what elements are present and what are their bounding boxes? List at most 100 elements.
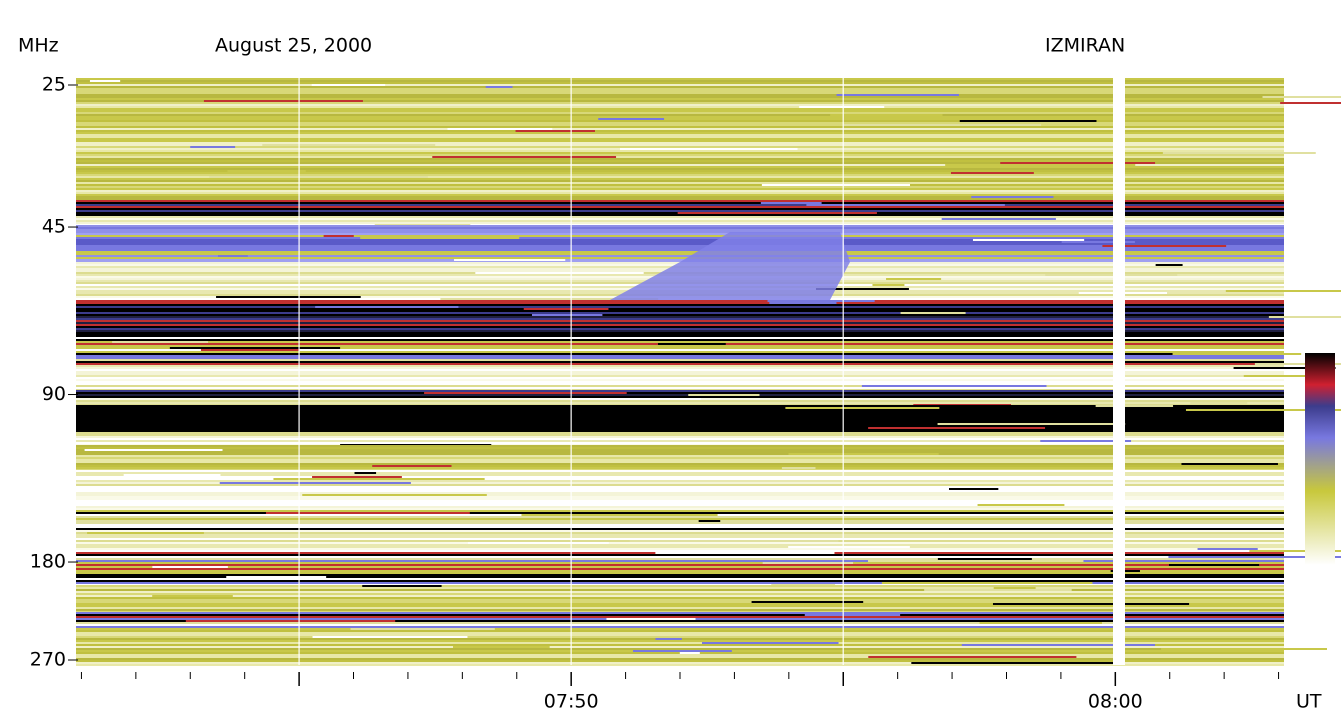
spectrum-noise <box>362 585 442 587</box>
spectrum-band <box>76 644 1284 646</box>
spectrum-noise <box>360 237 520 239</box>
spectrum-noise <box>424 392 627 394</box>
spectrum-band <box>76 210 1284 212</box>
spectrum-band <box>76 102 1284 104</box>
spectrum-band <box>76 400 1284 402</box>
spectrum-band <box>76 595 1284 597</box>
spectrum-noise <box>785 407 940 409</box>
spectrum-noise <box>937 558 1032 560</box>
spectrum-band <box>76 405 1284 407</box>
spectrum-band <box>76 385 1284 387</box>
spectrum-band <box>76 306 1284 308</box>
spectrum-noise <box>959 120 1097 122</box>
spectrum-noise <box>1280 102 1341 104</box>
spectrum-band <box>76 158 1284 160</box>
colorbar <box>1305 353 1335 565</box>
spectrum-band <box>76 654 1284 656</box>
spectrum-band <box>76 126 1284 128</box>
spectrum-noise <box>1168 556 1341 558</box>
spectrum-noise <box>454 259 566 261</box>
x-axis-label: UT <box>1296 691 1322 713</box>
spectrum-noise <box>87 532 204 534</box>
spectrum-noise <box>219 482 411 484</box>
spectrum-noise <box>372 465 452 467</box>
spectrum-band <box>76 138 1284 140</box>
spectrum-band <box>76 316 1284 318</box>
spectrum-band <box>76 413 1284 415</box>
spectrum-band <box>76 194 1284 196</box>
spectrum-band <box>76 257 1284 259</box>
spectrum-band <box>76 198 1284 200</box>
spectrum-band <box>76 546 1284 548</box>
spectrum-band <box>76 640 1284 642</box>
spectrum-noise <box>467 542 609 544</box>
spectrum-band <box>76 480 1284 482</box>
spectrum-noise <box>947 132 978 134</box>
spectrum-noise <box>515 130 595 132</box>
spectrum-band <box>76 472 1284 474</box>
spectrum-band <box>76 318 1284 320</box>
spectrum-band <box>76 355 1284 357</box>
spectrum-noise <box>867 560 1084 562</box>
spectrum-band <box>76 130 1284 132</box>
spectrum-band <box>76 337 1284 339</box>
spectrum-noise <box>227 170 306 172</box>
spectrum-noise <box>1181 463 1278 465</box>
spectrum-band <box>76 461 1284 463</box>
spectrum-noise <box>357 528 472 530</box>
spectrum-noise <box>315 306 459 308</box>
spectrum-band <box>76 88 1284 90</box>
spectrum-band <box>76 90 1284 92</box>
spectrum-band <box>76 154 1284 156</box>
spectrum-band <box>76 206 1284 208</box>
spectrum-band <box>76 423 1284 425</box>
spectrum-band <box>76 166 1284 168</box>
spectrum-band <box>76 373 1284 375</box>
spectrum-band <box>76 132 1284 134</box>
spectrum-noise <box>788 453 939 455</box>
spectrum-band <box>76 512 1284 514</box>
spectrum-noise <box>169 347 341 349</box>
spectrum-band <box>76 570 1284 572</box>
spectrum-noise <box>762 562 854 564</box>
spectrum-band <box>76 84 1284 86</box>
chart-title: August 25, 2000 <box>215 35 372 57</box>
spectrum-band <box>76 124 1284 126</box>
spectrum-band <box>76 496 1284 498</box>
y-tick-label: 90 <box>42 383 66 405</box>
spectrum-noise <box>650 574 775 576</box>
spectrum-noise <box>620 148 798 150</box>
spectrum-band <box>76 642 1284 644</box>
spectrum-band <box>76 609 1284 611</box>
spectrum-band <box>76 312 1284 314</box>
spectrum-band <box>76 249 1284 251</box>
spectrum-band <box>76 434 1284 436</box>
spectrum-noise <box>945 164 1136 166</box>
spectrum-band <box>76 174 1284 176</box>
spectrum-band <box>76 582 1284 584</box>
spectrum-band <box>76 142 1284 144</box>
spectrum-band <box>76 114 1284 116</box>
spectrum-noise <box>333 339 420 341</box>
spectrum-band <box>76 363 1284 365</box>
spectrum-band <box>76 112 1284 114</box>
spectrum-band <box>76 498 1284 500</box>
spectrum-band <box>76 396 1284 398</box>
spectrum-noise <box>992 603 1190 605</box>
spectrum-band <box>76 562 1284 564</box>
spectrum-band <box>76 603 1284 605</box>
spectrum-band <box>76 616 1284 618</box>
spectrum-noise <box>767 300 875 302</box>
spectrum-band <box>76 204 1284 206</box>
spectrum-band <box>76 524 1284 526</box>
spectrum-band <box>76 484 1284 486</box>
spectrum-noise <box>1254 363 1341 365</box>
spectrum-noise <box>414 214 444 216</box>
x-tick-label: 07:50 <box>544 691 599 713</box>
spectrum-band <box>76 664 1284 666</box>
spectrum-band <box>76 390 1284 392</box>
spectrum-noise <box>523 308 609 310</box>
spectrum-band <box>76 375 1284 377</box>
spectrum-noise <box>1162 152 1316 154</box>
spectrum-band <box>76 488 1284 490</box>
